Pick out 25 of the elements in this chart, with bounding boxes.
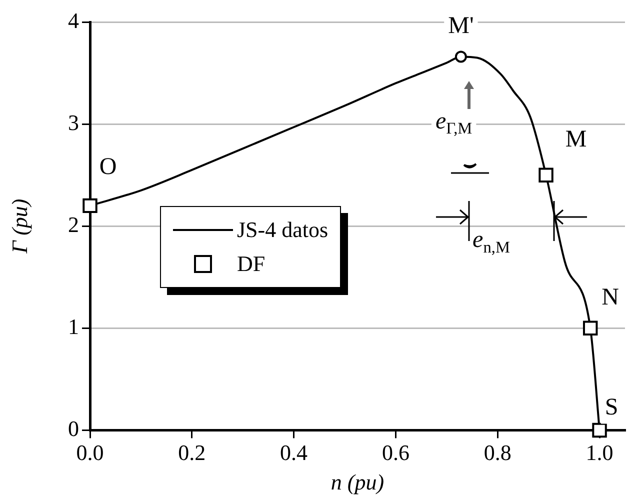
y-tick-label: 4 xyxy=(68,8,79,33)
annotation: M xyxy=(565,126,587,152)
y-tick-label: 1 xyxy=(68,314,79,339)
annotation: S xyxy=(604,394,618,420)
y-tick-label: 2 xyxy=(68,212,79,237)
legend-label: JS-4 datos xyxy=(237,216,328,243)
x-axis-title: n (pu) xyxy=(330,470,384,495)
x-tick-label: 0.4 xyxy=(280,440,308,466)
y-axis-title: Γ (pu) xyxy=(6,198,32,254)
x-tick-label: 0.6 xyxy=(382,440,410,466)
annotation: O xyxy=(99,154,117,180)
x-tick-label: 0.8 xyxy=(484,440,512,466)
x-tick-label: 0.0 xyxy=(76,440,104,466)
y-tick-label: 3 xyxy=(68,110,79,135)
y-tick-label: 0 xyxy=(68,416,79,441)
point xyxy=(582,320,598,336)
annotation: N xyxy=(602,284,620,310)
legend-label: DF xyxy=(237,250,266,277)
x-tick-label: 0.2 xyxy=(178,440,206,466)
point xyxy=(454,50,467,63)
point xyxy=(592,422,607,438)
point xyxy=(538,168,554,182)
x-tick-label: 1.0 xyxy=(586,440,614,466)
annotation: M' xyxy=(448,12,474,39)
point xyxy=(82,198,98,214)
